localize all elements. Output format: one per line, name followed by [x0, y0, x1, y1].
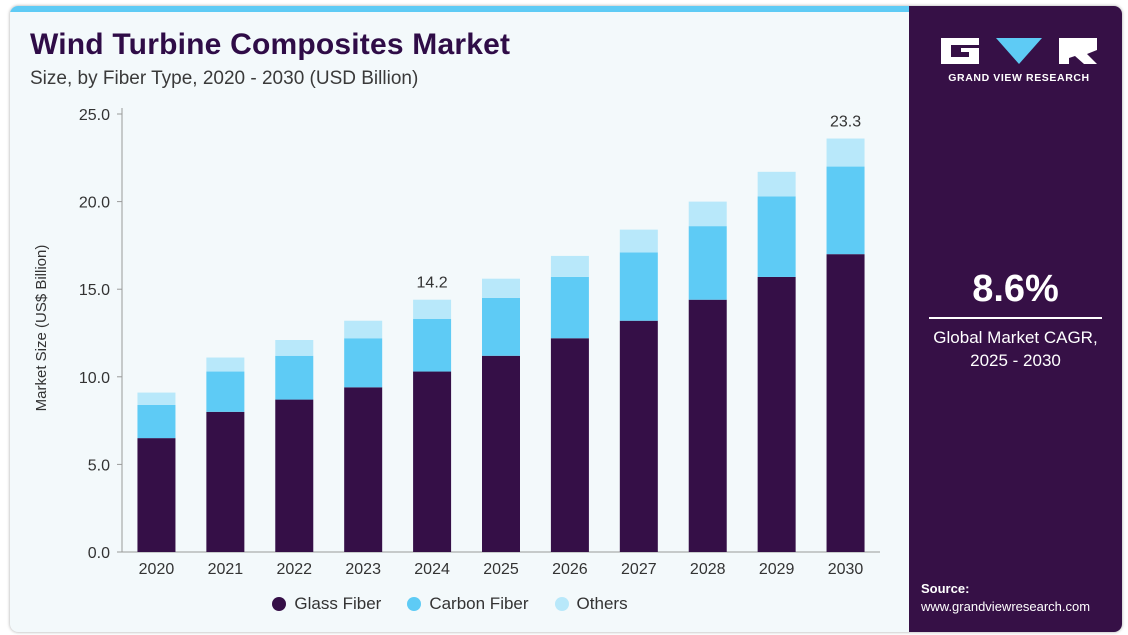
legend-swatch-carbon-fiber: [407, 597, 422, 611]
legend-label-carbon-fiber: Carbon Fiber: [429, 594, 529, 613]
bar-carbon-fiber-2021: [206, 371, 245, 412]
legend-item-carbon-fiber: Carbon Fiber: [407, 594, 529, 614]
chart-subtitle: Size, by Fiber Type, 2020 - 2030 (USD Bi…: [30, 68, 419, 89]
y-tick-label: 5.0: [88, 457, 110, 474]
gvr-logo-icon: [941, 38, 1097, 64]
legend-label-others: Others: [576, 594, 628, 613]
bar-carbon-fiber-2026: [550, 276, 589, 339]
y-tick-label: 25.0: [79, 107, 110, 124]
bar-glass-fiber-2025: [482, 355, 520, 552]
x-tick-label-2027: 2027: [621, 561, 657, 578]
bar-glass-fiber-2026: [550, 338, 589, 552]
bar-others-2029: [757, 171, 796, 197]
bar-glass-fiber-2030: [826, 254, 865, 552]
legend-item-glass-fiber: Glass Fiber: [272, 594, 381, 614]
bar-carbon-fiber-2022: [275, 355, 314, 400]
bar-carbon-fiber-2029: [757, 196, 796, 277]
x-tick-label-2024: 2024: [414, 561, 450, 578]
data-label-2030: 23.3: [830, 114, 861, 131]
bar-chart: 0.0 5.0 10.0 15.0 20.0 25.0 Market Size (US$ B…: [33, 107, 880, 578]
y-tick-label: 0.0: [88, 545, 110, 562]
x-tick-label-2021: 2021: [208, 561, 244, 578]
bar-carbon-fiber-2028: [688, 226, 727, 300]
bar-carbon-fiber-2030: [826, 166, 865, 255]
bar-glass-fiber-2029: [757, 276, 796, 552]
cagr-divider: [929, 317, 1102, 319]
y-tick-label: 10.0: [79, 370, 110, 387]
chart-title: Wind Turbine Composites Market: [30, 28, 511, 61]
x-tick-label-2028: 2028: [690, 561, 726, 578]
legend-swatch-glass-fiber: [272, 597, 287, 611]
bar-carbon-fiber-2023: [344, 338, 383, 388]
x-tick-label-2030: 2030: [828, 561, 864, 578]
bar-glass-fiber-2020: [137, 438, 176, 552]
x-tick-label-2022: 2022: [276, 561, 312, 578]
bar-others-2028: [688, 201, 727, 227]
x-tick-label-2029: 2029: [759, 561, 795, 578]
bar-glass-fiber-2027: [619, 320, 658, 552]
bar-glass-fiber-2028: [688, 299, 727, 552]
bar-carbon-fiber-2025: [482, 297, 520, 356]
cagr-value: 8.6%: [972, 268, 1059, 310]
x-tick-label-2020: 2020: [139, 561, 175, 578]
x-tick-label-2025: 2025: [483, 561, 519, 578]
chart-legend: Glass Fiber Carbon Fiber Others: [10, 591, 890, 617]
bar-others-2023: [344, 320, 383, 339]
bar-others-2022: [275, 340, 314, 356]
bar-others-2021: [206, 357, 245, 372]
y-tick-label: 15.0: [79, 282, 110, 299]
bar-others-2027: [619, 229, 658, 253]
source-url[interactable]: www.grandviewresearch.com: [921, 599, 1091, 614]
source-label: Source:: [921, 581, 970, 596]
bar-glass-fiber-2023: [344, 387, 383, 552]
bar-glass-fiber-2024: [413, 371, 452, 552]
legend-swatch-others: [554, 597, 569, 611]
cagr-label-line1: Global Market CAGR,: [933, 328, 1098, 347]
bar-others-2026: [550, 255, 589, 277]
data-label-2024: 14.2: [417, 275, 448, 292]
bar-others-2024: [413, 299, 452, 319]
bar-glass-fiber-2022: [275, 399, 314, 552]
brand-name: GRAND VIEW RESEARCH: [948, 72, 1090, 84]
x-tick-label-2026: 2026: [552, 561, 588, 578]
y-axis-title: Market Size (US$ Billion): [33, 245, 50, 412]
chart-card: Wind Turbine Composites Market Size, by …: [10, 6, 1122, 632]
bar-carbon-fiber-2024: [413, 318, 452, 372]
cagr-label: Global Market CAGR, 2025 - 2030: [909, 326, 1122, 372]
bar-others-2030: [826, 138, 865, 167]
bar-others-2025: [482, 278, 520, 298]
legend-label-glass-fiber: Glass Fiber: [294, 594, 382, 613]
bar-carbon-fiber-2027: [619, 252, 658, 321]
y-tick-label: 20.0: [79, 195, 110, 212]
legend-item-others: Others: [554, 594, 628, 614]
bar-glass-fiber-2021: [206, 411, 245, 552]
bar-carbon-fiber-2020: [137, 404, 176, 439]
accent-bar: [10, 6, 910, 12]
x-tick-label-2023: 2023: [345, 561, 381, 578]
bar-others-2020: [137, 392, 176, 405]
summary-panel: GRAND VIEW RESEARCH 8.6% Global Market C…: [909, 6, 1122, 632]
cagr-label-line2: 2025 - 2030: [970, 351, 1061, 370]
